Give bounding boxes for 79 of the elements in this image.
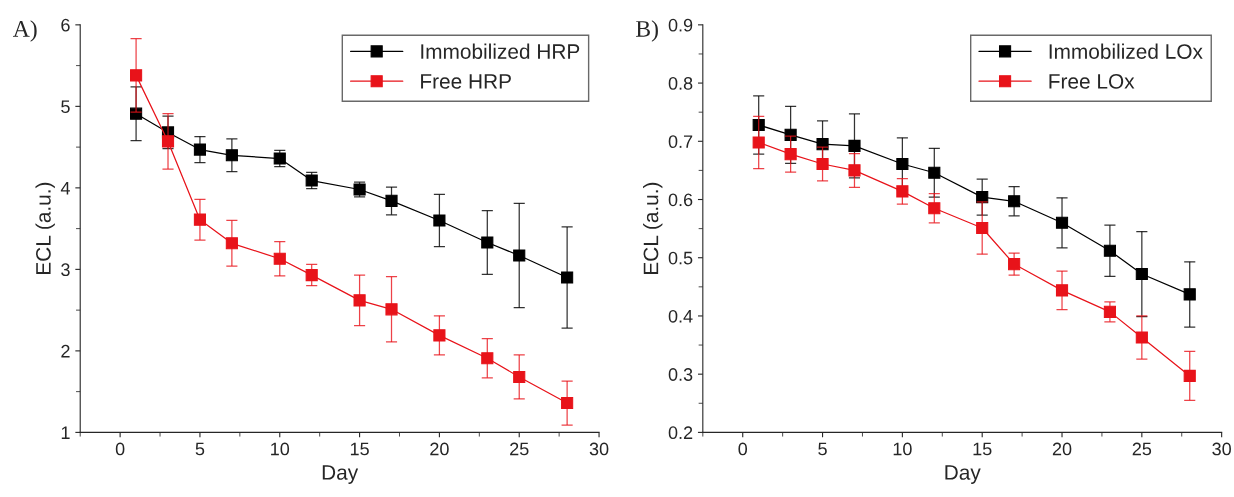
text: A) <box>12 20 37 42</box>
point <box>1183 288 1196 301</box>
point <box>752 136 765 149</box>
point <box>1103 244 1116 257</box>
x-tick-label: 20 <box>430 442 449 456</box>
point <box>513 370 526 384</box>
y-tick-label: 0.4 <box>668 309 693 323</box>
x-tick-label: 5 <box>195 442 205 456</box>
point <box>433 329 446 342</box>
x-tick-label: 25 <box>510 442 529 456</box>
point <box>433 214 446 227</box>
point <box>816 157 829 171</box>
y-tick-label: 0.2 <box>668 426 693 440</box>
x-tick-label: 25 <box>1132 442 1152 456</box>
point <box>305 269 318 282</box>
point <box>513 249 526 262</box>
x-tick-label: 0 <box>115 442 125 456</box>
y-tick-label: 0.6 <box>668 193 693 207</box>
point <box>1008 258 1021 271</box>
y-tick-label: 2 <box>61 344 70 358</box>
point <box>928 166 941 179</box>
point <box>1183 369 1196 382</box>
y-tick-label: 0.5 <box>668 251 693 265</box>
x-tick-label: 10 <box>893 442 912 456</box>
point <box>161 135 175 148</box>
x-axis-title: Day <box>945 465 981 484</box>
legend-label: Free LOx <box>1049 73 1135 89</box>
point <box>896 157 909 171</box>
y-tick-label: 3 <box>61 263 70 277</box>
x-tick-label: 5 <box>818 442 827 456</box>
point <box>481 236 494 249</box>
point <box>752 118 765 132</box>
legend-label: Immobilized HRP <box>421 43 580 59</box>
y-tick-label: 1 <box>61 426 70 439</box>
point <box>193 213 207 226</box>
point <box>1135 331 1148 344</box>
y-tick-label: 5 <box>61 100 70 114</box>
point <box>976 191 989 204</box>
x-tick-label: 10 <box>271 442 290 456</box>
x-tick-label: 15 <box>973 442 992 456</box>
point <box>273 252 286 265</box>
point <box>1008 195 1021 208</box>
point <box>385 194 398 207</box>
legend-label: Free HRP <box>421 74 511 89</box>
x-tick-label: 30 <box>589 442 609 456</box>
point <box>784 148 797 161</box>
y-tick-label: 0.7 <box>668 135 693 149</box>
point <box>1135 267 1148 281</box>
point <box>848 164 861 177</box>
point <box>976 221 989 235</box>
y-tick-label: 0.8 <box>668 77 693 90</box>
y-tick-label: 0.3 <box>668 368 693 381</box>
y-axis-title: ECL (a.u.) <box>643 182 663 274</box>
x-tick-label: 0 <box>738 442 748 456</box>
point <box>130 69 143 82</box>
point <box>225 237 238 250</box>
point <box>928 202 941 215</box>
legend-label: Immobilized LOx <box>1049 43 1203 59</box>
x-tick-label: 30 <box>1212 442 1231 456</box>
point <box>848 139 861 153</box>
y-tick-label: 0.9 <box>668 18 693 32</box>
point <box>561 396 574 410</box>
point <box>1055 284 1069 297</box>
point <box>385 303 398 316</box>
point <box>1055 216 1069 229</box>
text: B) <box>636 20 658 42</box>
y-tick-label: 6 <box>61 18 70 32</box>
point <box>481 352 494 365</box>
point <box>225 149 238 162</box>
y-tick-label: 4 <box>60 181 70 195</box>
y-axis-title: ECL (a.u.) <box>35 182 55 274</box>
point <box>561 271 574 284</box>
x-tick-label: 20 <box>1052 442 1072 456</box>
point <box>193 143 207 156</box>
x-axis-title: Day <box>322 465 359 484</box>
point <box>896 185 909 198</box>
x-tick-label: 15 <box>350 442 369 456</box>
point <box>1103 305 1116 318</box>
point <box>353 294 366 307</box>
